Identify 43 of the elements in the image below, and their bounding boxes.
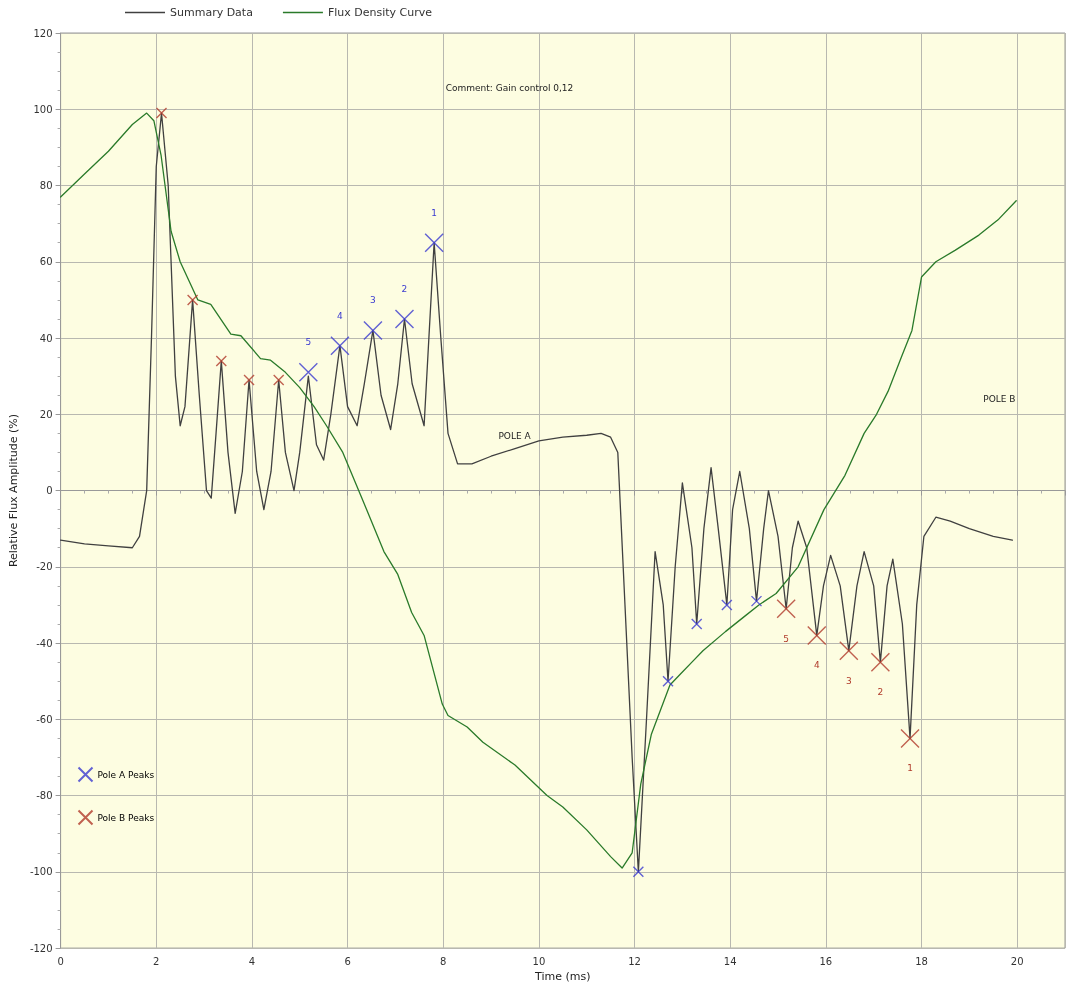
y-tick-label: -60 [36, 713, 53, 725]
y-tick-label: 80 [39, 180, 53, 192]
y-tick-label: 20 [39, 408, 53, 420]
annotation: 1 [431, 207, 438, 218]
x-tick-label: 20 [1010, 955, 1024, 967]
annotation: 3 [845, 675, 852, 686]
x-tick-label: 18 [915, 955, 928, 967]
x-tick-label: 6 [344, 955, 351, 967]
annotation: 2 [877, 687, 884, 698]
annotation: 2 [401, 283, 408, 294]
x-tick-label: 14 [723, 955, 737, 967]
annotation: POLE B [983, 394, 1016, 405]
y-tick-label: 40 [39, 332, 53, 344]
legend-label: Summary Data [170, 6, 253, 19]
annotation: 3 [370, 295, 376, 306]
annotation: POLE A [498, 431, 532, 442]
legend-label: Pole A Peaks [97, 769, 155, 780]
x-tick-label: 12 [628, 955, 641, 967]
x-tick-label: 4 [248, 955, 256, 967]
legend-label: Pole B Peaks [97, 812, 155, 823]
annotation: Comment: Gain control 0,12 [445, 82, 574, 93]
annotation: 4 [813, 660, 820, 671]
x-tick-label: 16 [819, 955, 833, 967]
annotation: 5 [305, 337, 312, 348]
legend-label: Flux Density Curve [327, 6, 433, 19]
y-tick-label: -80 [36, 790, 53, 802]
annotation: 4 [337, 310, 344, 321]
y-tick-label: 120 [33, 27, 53, 39]
y-tick-label: -100 [29, 866, 53, 878]
y-tick-label: -40 [36, 637, 53, 649]
x-tick-label: 10 [532, 955, 546, 967]
annotation: 1 [907, 763, 913, 774]
y-axis-title: Relative Flux Amplitude (%) [7, 413, 20, 568]
y-tick-label: -20 [36, 561, 53, 573]
x-tick-label: 0 [57, 955, 64, 967]
x-tick-label: 2 [153, 955, 160, 967]
y-tick-label: -120 [29, 942, 53, 954]
y-tick-label: 100 [33, 103, 53, 115]
annotation: 5 [783, 633, 790, 644]
y-tick-label: 0 [46, 485, 53, 497]
y-tick-label: 60 [39, 256, 53, 268]
x-axis-title: Time (ms) [534, 970, 591, 983]
x-tick-label: 8 [440, 955, 447, 967]
